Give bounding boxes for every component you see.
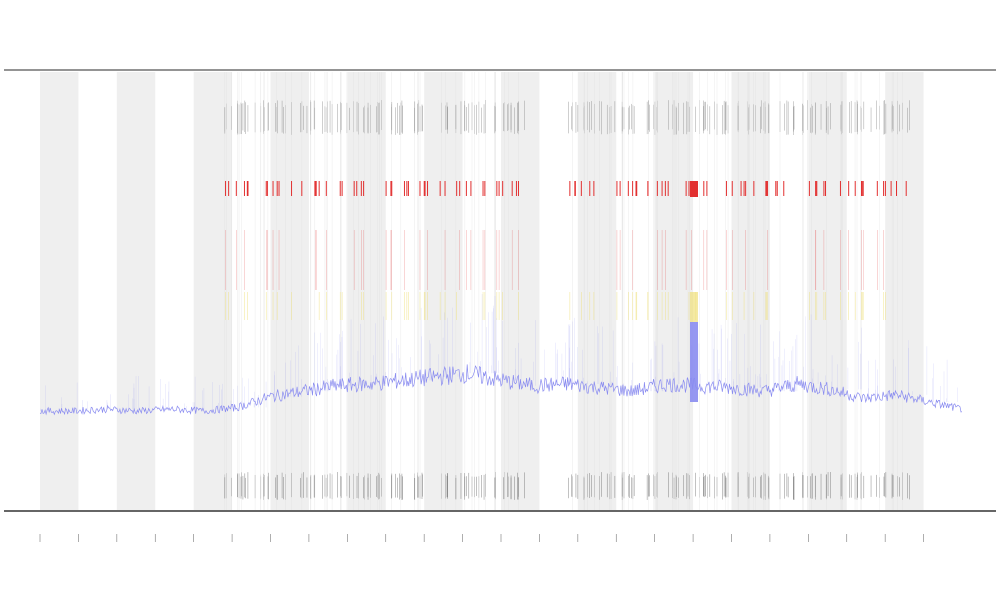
shaded-day-0: [40, 72, 79, 510]
spike-blue-block: [690, 322, 698, 402]
day-shading-layer: [40, 72, 924, 510]
alert-marks-3: [339, 181, 365, 320]
annotation-cluster-7: [494, 72, 525, 510]
annotation-cluster-16: [876, 72, 910, 510]
alert-marks-16: [876, 181, 907, 320]
alert-marks-9: [616, 181, 638, 320]
alert-marks-7: [496, 181, 519, 320]
annotation-cluster-4: [376, 72, 403, 510]
annotation-cluster-14: [802, 72, 831, 510]
annotation-cluster-10: [646, 72, 679, 510]
shaded-day-3: [270, 72, 309, 510]
annotation-cluster-3: [337, 72, 371, 510]
alert-marks-1: [265, 181, 293, 320]
alert-marks-12: [725, 181, 755, 320]
shaded-day-8: [654, 72, 694, 510]
shaded-day-7: [577, 72, 617, 510]
shaded-day-6: [501, 72, 540, 510]
shaded-day-4: [347, 72, 386, 510]
alert-marks-13: [765, 181, 785, 320]
alert-marks-2: [301, 181, 327, 320]
series-line: [39, 364, 963, 416]
shaded-day-1: [116, 72, 156, 510]
annotation-cluster-6: [455, 72, 486, 510]
alert-marks-8: [569, 181, 595, 320]
alert-marks-0: [225, 181, 249, 320]
annotation-cluster-13: [760, 72, 795, 510]
annotation-cluster-1: [260, 72, 292, 510]
alert-marks-5: [419, 181, 446, 320]
shaded-day-10: [808, 72, 847, 510]
series-layer: [39, 294, 963, 416]
alert-band-layer: [225, 181, 907, 402]
annotation-cluster-15: [840, 72, 872, 510]
annotation-cluster-0: [224, 72, 256, 510]
shaded-day-5: [424, 72, 463, 510]
shaded-day-11: [885, 72, 924, 510]
annotation-cluster-11: [683, 72, 718, 510]
spike-red-block: [690, 181, 698, 197]
shaded-day-9: [731, 72, 770, 510]
annotation-cluster-2: [300, 72, 333, 510]
spike-yellow-block: [690, 292, 698, 322]
annotation-layer: [224, 72, 910, 510]
alert-marks-10: [647, 181, 669, 320]
annotation-cluster-5: [414, 72, 448, 510]
alert-marks-15: [839, 181, 864, 320]
annotation-cluster-8: [568, 72, 602, 510]
annotation-cluster-12: [722, 72, 756, 510]
x-tick-layer: [39, 534, 924, 542]
alert-marks-14: [808, 181, 827, 320]
shaded-day-2: [193, 72, 233, 510]
alert-marks-4: [385, 181, 409, 320]
annotation-cluster-9: [607, 72, 635, 510]
alert-marks-6: [456, 181, 486, 320]
